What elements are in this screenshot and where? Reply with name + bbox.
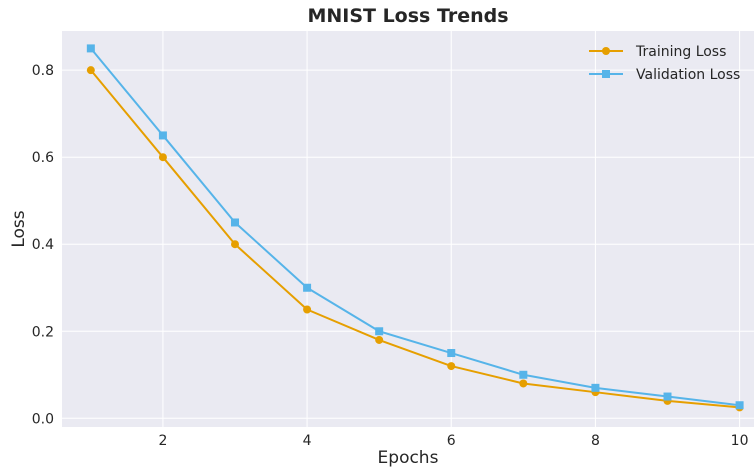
y-tick-label: 0.8 [32, 63, 54, 79]
series-1 [86, 44, 744, 410]
data-point [158, 131, 167, 140]
x-tick-label: 4 [303, 433, 312, 449]
series-line-0 [90, 69, 740, 409]
plot-area [62, 31, 754, 427]
x-tick-label: 6 [447, 433, 456, 449]
x-tick-label: 2 [158, 433, 167, 449]
legend-marker [602, 70, 610, 78]
legend-label: Training Loss [635, 44, 726, 60]
data-point [375, 327, 384, 336]
data-point [519, 370, 528, 379]
series-0 [86, 66, 744, 412]
chart-title: MNIST Loss Trends [307, 5, 508, 27]
data-point [591, 383, 600, 392]
y-tick-labels: 0.0 0.2 0.4 0.6 0.8 [32, 63, 54, 427]
series-layer [86, 44, 744, 412]
data-point [86, 66, 95, 75]
legend-item-0: Training Loss [589, 44, 726, 60]
grid-lines [62, 31, 754, 427]
y-tick-label: 0.6 [32, 150, 54, 166]
data-point [86, 44, 95, 53]
y-tick-label: 0.4 [32, 237, 54, 253]
data-point [447, 362, 456, 371]
series-line-1 [90, 47, 740, 407]
data-point [519, 379, 528, 388]
data-point [231, 218, 239, 227]
legend-item-1: Validation Loss [589, 67, 740, 83]
data-point [663, 392, 672, 401]
x-tick-label: 8 [591, 433, 600, 449]
data-point [303, 305, 312, 314]
legend-label: Validation Loss [636, 67, 740, 83]
x-tick-labels: 2 4 6 8 10 [158, 433, 748, 449]
data-point [158, 153, 167, 162]
y-tick-label: 0.0 [32, 411, 54, 427]
y-tick-label: 0.2 [32, 324, 54, 340]
y-axis-label: Loss [9, 210, 29, 247]
data-point [231, 240, 239, 249]
legend: Training Loss Validation Loss [589, 44, 740, 83]
legend-marker [602, 47, 610, 55]
data-point [375, 335, 384, 344]
data-point [303, 283, 312, 292]
data-point [735, 401, 744, 410]
x-axis-label: Epochs [378, 448, 439, 468]
x-tick-label: 10 [731, 433, 749, 449]
data-point [447, 349, 456, 358]
